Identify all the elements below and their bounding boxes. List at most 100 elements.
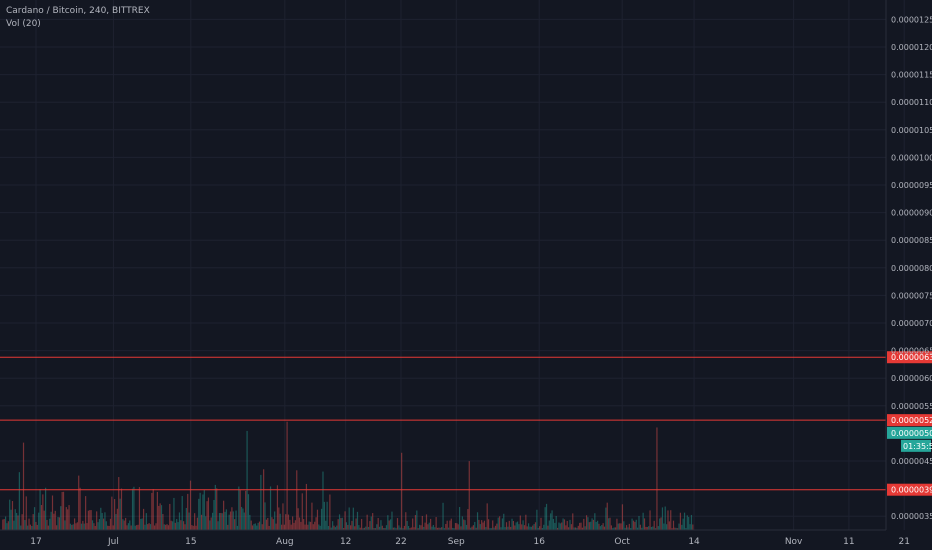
volume-bar [670, 510, 672, 530]
volume-bar [111, 496, 113, 530]
volume-bar [572, 513, 574, 530]
volume-bar [463, 519, 465, 530]
volume-bar [514, 525, 516, 530]
volume-bar [536, 509, 538, 530]
volume-bar [503, 513, 505, 530]
volume-bar [316, 509, 319, 530]
volume-bar [500, 527, 502, 530]
volume-bar [450, 518, 452, 530]
volume-bar [585, 515, 588, 530]
volume-indicator-label[interactable]: Vol (20) [6, 19, 41, 29]
volume-bar [239, 490, 241, 530]
volume-bar [314, 521, 316, 530]
volume-bar [613, 527, 615, 530]
volume-bar [254, 523, 256, 530]
volume-bar [205, 516, 207, 530]
symbol-title[interactable]: Cardano / Bitcoin, 240, BITTREX [6, 6, 150, 16]
volume-bar [432, 524, 434, 530]
volume-bar [87, 510, 89, 530]
volume-bar [158, 505, 160, 530]
volume-bar [6, 523, 8, 530]
volume-bar [459, 507, 461, 530]
volume-bar [624, 527, 626, 530]
volume-bar [391, 511, 393, 530]
volume-bar [325, 520, 327, 530]
volume-bar [638, 515, 640, 530]
volume-bar [447, 527, 450, 530]
volume-bar [559, 523, 561, 530]
volume-bar [156, 491, 158, 530]
volume-bar [43, 510, 45, 530]
volume-bar [203, 490, 205, 530]
volume-bar [162, 513, 164, 530]
chart-legend: Cardano / Bitcoin, 240, BITTREX Vol (20) [6, 5, 150, 31]
volume-bar [674, 527, 676, 530]
volume-bar [142, 508, 145, 530]
volume-bar [119, 498, 121, 530]
volume-bar [177, 522, 179, 530]
volume-bar [152, 489, 154, 530]
volume-bar [398, 525, 400, 530]
volume-bar [417, 528, 419, 530]
volume-bar [689, 524, 691, 530]
volume-bar [685, 527, 687, 530]
volume-bar [430, 518, 432, 530]
volume-bar [453, 528, 455, 530]
volume-bar [681, 524, 683, 530]
volume-bar [539, 526, 541, 530]
volume-bar [58, 517, 60, 530]
volume-bar [659, 518, 661, 530]
volume-bar [287, 514, 290, 530]
volume-bar [412, 518, 414, 530]
horizontal-levels[interactable]: 0.00000638 0.00000524 0.00000398 0.00000501… [0, 351, 932, 496]
volume-bar [297, 508, 299, 530]
volume-bar [279, 513, 281, 530]
volume-bar [293, 522, 295, 530]
volume-bar [671, 528, 673, 530]
time-tick-label: Sep [448, 537, 465, 547]
volume-bar [617, 523, 619, 530]
volume-bar [73, 518, 76, 530]
volume-bar [454, 523, 457, 530]
volume-bar [154, 525, 156, 530]
volume-bar [173, 497, 175, 530]
volume-bar [410, 527, 412, 530]
volume-bar [337, 519, 339, 530]
volume-bar [537, 527, 539, 530]
volume-bar [366, 514, 368, 530]
volume-bar [75, 523, 77, 530]
volume-bar [240, 506, 243, 530]
volume-bar [78, 475, 80, 530]
volume-bar [166, 524, 168, 530]
volume-bar [71, 524, 73, 530]
volume-bar [118, 477, 120, 530]
volume-bar [457, 524, 459, 530]
volume-bar [554, 522, 556, 530]
volume-bar [634, 521, 636, 530]
time-axis[interactable]: 17Jul15Aug1222Sep16Oct14Nov1121Dec [30, 537, 932, 547]
volume-bar [126, 525, 128, 530]
volume-bar [405, 512, 407, 530]
volume-bar [359, 527, 361, 530]
volume-bar [504, 527, 506, 530]
volume-bar [428, 522, 430, 530]
volume-bar [101, 512, 103, 530]
volume-bar [409, 528, 411, 530]
volume-bar [228, 514, 230, 530]
volume-bar [274, 511, 276, 530]
volume-bar [131, 488, 134, 530]
volume-bar [96, 511, 98, 530]
volume-bar [42, 494, 44, 530]
volume-bar [383, 527, 385, 530]
volume-bar [551, 510, 553, 530]
volume-bar [330, 527, 332, 530]
volume-bar [584, 526, 586, 530]
volume-bar [45, 487, 47, 530]
time-tick-label: 16 [534, 537, 546, 547]
volume-bar [260, 474, 262, 530]
volume-bar [556, 527, 559, 530]
